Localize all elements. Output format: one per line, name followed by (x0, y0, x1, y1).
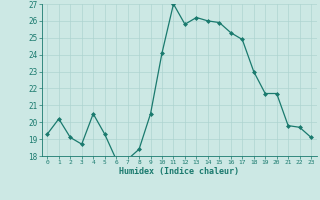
X-axis label: Humidex (Indice chaleur): Humidex (Indice chaleur) (119, 167, 239, 176)
